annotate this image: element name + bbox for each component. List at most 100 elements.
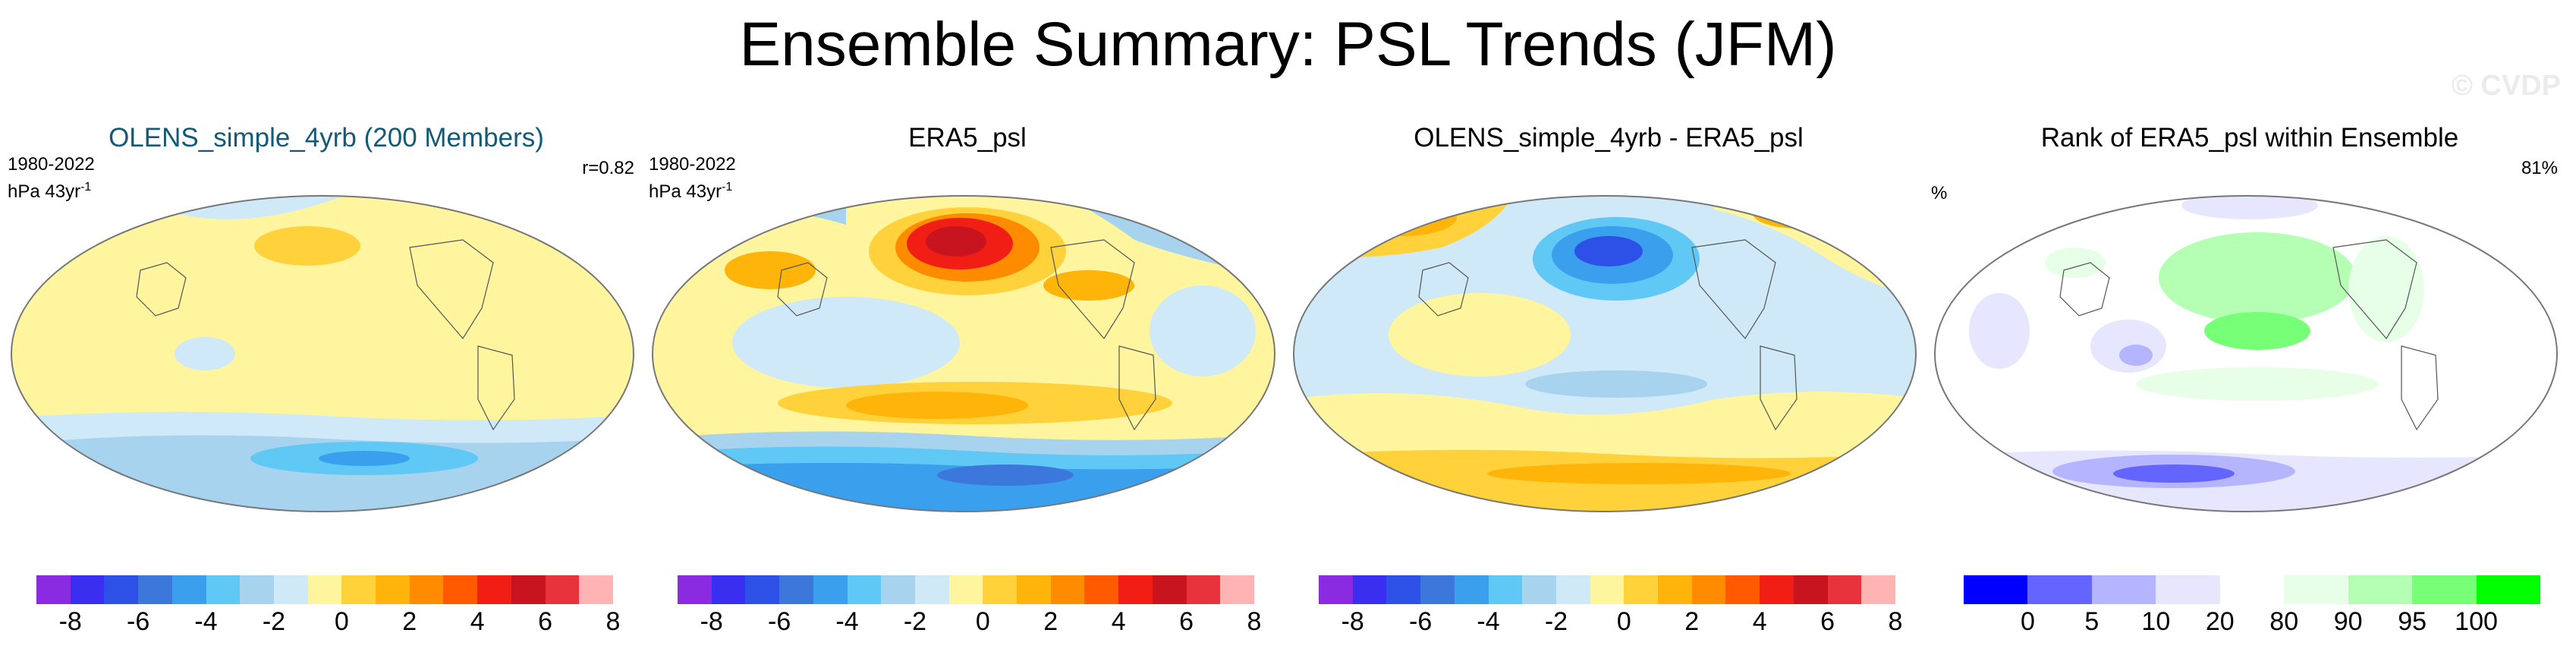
colorbar-swatch <box>443 575 478 604</box>
colorbar-tick-label: 20 <box>2205 607 2235 636</box>
rank-units-label: % <box>1931 183 1948 203</box>
panel-ensemble-mean: OLENS_simple_4yrb (200 Members) 1980-202… <box>8 114 645 539</box>
colorbar-swatch <box>1319 575 1353 604</box>
colorbar-tick-label: -2 <box>262 607 286 636</box>
colorbar-swatch <box>1118 575 1153 604</box>
panel-title: ERA5_psl <box>908 123 1027 153</box>
map-difference <box>1293 195 1917 512</box>
field-region <box>175 337 235 370</box>
colorbar-swatch <box>138 575 172 604</box>
colorbar-swatch <box>948 575 983 604</box>
colorbar-swatch <box>1186 575 1221 604</box>
units-superscript: -1 <box>80 181 92 194</box>
colorbar-swatch <box>1725 575 1760 604</box>
field-region <box>2119 345 2153 366</box>
colorbar-tick-label: 10 <box>2141 607 2171 636</box>
colorbar-swatch <box>1590 575 1625 604</box>
colorbar-ticks-observations: -8 -6 -4 -2 0 2 4 6 8 <box>678 607 1262 638</box>
colorbar-swatch <box>779 575 813 604</box>
colorbar-tick-label: 0 <box>334 607 349 636</box>
colorbar-ensemble-mean <box>36 575 613 604</box>
units-label: hPa 43yr <box>649 181 722 202</box>
colorbar-swatch <box>2027 575 2092 604</box>
colorbar-swatch <box>1624 575 1659 604</box>
colorbar-swatch <box>477 575 511 604</box>
field-region <box>2181 196 2318 219</box>
period-label: 1980-2022 <box>649 154 736 175</box>
field-region <box>2045 247 2106 278</box>
colorbar-swatch <box>2219 575 2285 604</box>
colorbar-swatch <box>1793 575 1828 604</box>
colorbar-swatch <box>2091 575 2156 604</box>
field-region <box>1525 370 1707 398</box>
colorbar-swatch <box>341 575 376 604</box>
panel-annotation: 1980-2022 hPa 43yr-1 <box>8 153 95 203</box>
colorbar-ticks-difference: -8 -6 -4 -2 0 2 4 6 8 <box>1319 607 1903 638</box>
colorbar-tick-label: 8 <box>1247 607 1262 636</box>
field-region <box>1969 293 2030 369</box>
colorbar-swatch <box>1220 575 1254 604</box>
colorbar-ticks-rank: 0 5 10 20 80 90 95 100 <box>1964 607 2540 638</box>
map-border <box>1934 195 2558 512</box>
colorbar-tick-label: -2 <box>903 607 927 636</box>
colorbar-swatch <box>2284 575 2348 604</box>
colorbar-tick-label: 80 <box>2269 607 2299 636</box>
colorbar-swatch <box>307 575 342 604</box>
coastline <box>2059 239 2439 431</box>
colorbar-swatch <box>206 575 241 604</box>
field-region <box>1753 198 1844 228</box>
units-label: hPa 43yr <box>8 181 81 202</box>
colorbar-swatch <box>914 575 949 604</box>
colorbar-tick-label: 4 <box>1752 607 1767 636</box>
colorbar-tick-label: -6 <box>126 607 150 636</box>
field-region <box>1574 236 1643 266</box>
colorbar-tick-label: 90 <box>2333 607 2363 636</box>
colorbar-tick-label: -8 <box>700 607 723 636</box>
colorbar-tick-label: 0 <box>1616 607 1631 636</box>
colorbar-tick-label: 95 <box>2398 607 2427 636</box>
field-region <box>1351 198 1457 236</box>
colorbar-tick-label: 2 <box>1684 607 1700 636</box>
colorbar-tick-label: -8 <box>58 607 82 636</box>
field-region <box>1389 293 1571 376</box>
colorbar-swatch <box>1352 575 1387 604</box>
map-border <box>652 195 1275 512</box>
coastline <box>777 239 1156 431</box>
field-region <box>653 462 1275 512</box>
colorbar-swatch <box>273 575 308 604</box>
figure-title: Ensemble Summary: PSL Trends (JFM) <box>739 10 1837 79</box>
colorbar-tick-label: 2 <box>402 607 417 636</box>
colorbar-swatch <box>240 575 274 604</box>
panel-annotation: 1980-2022 hPa 43yr-1 <box>649 153 736 203</box>
colorbar-swatch <box>1084 575 1119 604</box>
field-region <box>1487 463 1791 484</box>
colorbar-swatch <box>1420 575 1455 604</box>
map-border <box>1293 195 1917 512</box>
colorbar-tick-label: 4 <box>1111 607 1126 636</box>
colorbar-tick-label: -4 <box>835 607 859 636</box>
map-rank <box>1934 195 2558 512</box>
correlation-label: r=0.82 <box>582 158 634 178</box>
map-observations <box>652 195 1275 512</box>
field-region <box>2159 232 2356 323</box>
colorbar-difference <box>1319 575 1895 604</box>
colorbar-swatch <box>1050 575 1085 604</box>
colorbar-swatch <box>1861 575 1895 604</box>
colorbar-tick-label: -8 <box>1341 607 1364 636</box>
colorbar-tick-label: 0 <box>975 607 990 636</box>
colorbar-tick-label: 4 <box>470 607 485 636</box>
colorbar-swatch <box>1386 575 1421 604</box>
period-label: 1980-2022 <box>8 154 95 175</box>
map-ensemble-mean <box>11 195 634 512</box>
field-region <box>1294 449 1916 512</box>
colorbar-swatch <box>1658 575 1692 604</box>
field-region <box>1150 285 1256 376</box>
panel-title: Rank of ERA5_psl within Ensemble <box>2040 123 2459 153</box>
panel-observations: ERA5_psl 1980-2022 hPa 43yr-1 <box>649 114 1286 539</box>
coastline <box>1418 239 1798 431</box>
field-region <box>1977 202 2068 232</box>
panel-title: OLENS_simple_4yrb - ERA5_psl <box>1414 123 1804 153</box>
colorbar-tick-label: 6 <box>1179 607 1194 636</box>
colorbar-ticks-ensemble-mean: -8 -6 -4 -2 0 2 4 6 8 <box>36 607 621 638</box>
colorbar-rank <box>1964 575 2540 604</box>
